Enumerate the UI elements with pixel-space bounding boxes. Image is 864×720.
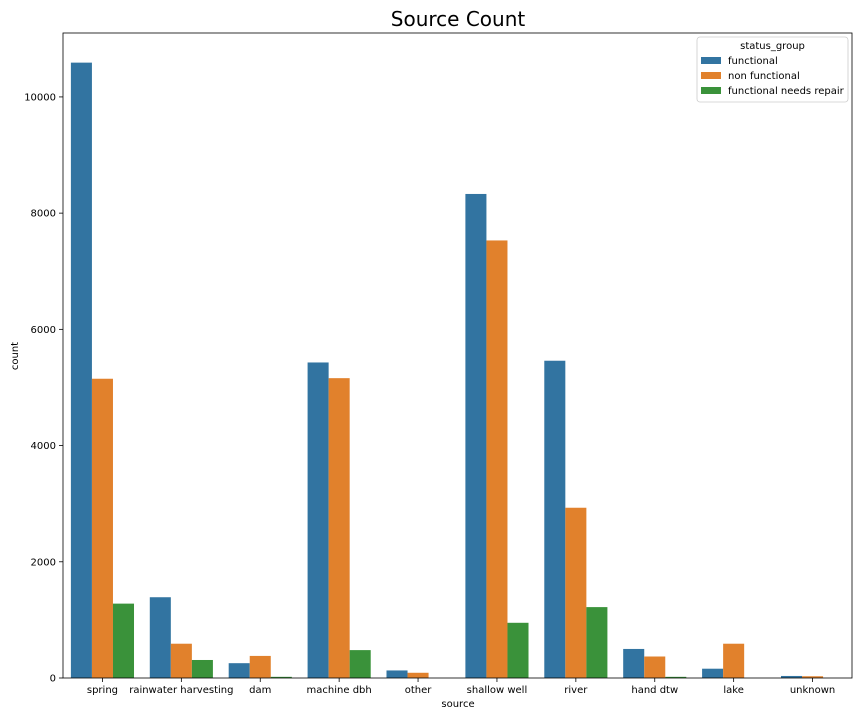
- x-tick-label-dam: dam: [249, 685, 271, 696]
- bar-lake-functional: [702, 668, 724, 678]
- chart-title: Source Count: [391, 7, 526, 31]
- x-tick-label-river: river: [564, 685, 588, 696]
- x-tick-label-shallow-well: shallow well: [467, 685, 528, 696]
- bar-spring-functional-needs-repair: [112, 603, 135, 678]
- bar-spring-functional: [70, 62, 92, 679]
- bar-hand-dtw-functional-needs-repair: [665, 676, 687, 678]
- y-axis-label: count: [10, 342, 21, 370]
- y-tick-label: 6000: [31, 325, 56, 336]
- y-tick-label: 2000: [31, 557, 56, 568]
- x-tick-label-other: other: [405, 685, 433, 696]
- bar-unknown-non-functional: [802, 676, 824, 678]
- x-tick-label-rainwater-harvesting: rainwater harvesting: [129, 685, 233, 696]
- bar-lake-non-functional: [723, 643, 745, 678]
- legend-swatch-functional: [701, 57, 721, 64]
- bars-layer: [70, 62, 824, 679]
- axes-layer: 0 2000 4000 6000 8000 10000 spring rainwater ha…: [24, 32, 853, 696]
- bar-river-functional-needs-repair: [586, 607, 608, 678]
- x-tick-label-spring: spring: [87, 685, 118, 696]
- legend-box: [696, 36, 849, 103]
- y-tick-label: 4000: [31, 441, 56, 452]
- bar-other-functional: [386, 670, 408, 678]
- plot-frame: [62, 32, 853, 679]
- bar-shallow-well-non-functional: [486, 240, 508, 678]
- bar-rainwater-harvesting-functional: [149, 597, 171, 678]
- legend-swatch-functional-needs-repair: [701, 87, 721, 94]
- legend-swatch-non-functional: [701, 72, 721, 79]
- bar-machine-dbh-non-functional: [328, 378, 350, 678]
- bar-dam-functional-needs-repair: [270, 676, 292, 678]
- bar-hand-dtw-functional: [623, 648, 645, 678]
- x-tick-label-hand-dtw: hand dtw: [631, 685, 678, 696]
- y-tick-label: 10000: [24, 92, 56, 103]
- bar-unknown-functional: [780, 675, 803, 678]
- bar-spring-non-functional: [91, 378, 113, 678]
- legend-label-non-functional: non functional: [728, 71, 800, 82]
- bar-dam-non-functional: [249, 655, 271, 678]
- legend: status_group functional non functional func…: [696, 36, 849, 103]
- x-tick-label-machine-dbh: machine dbh: [307, 685, 372, 696]
- legend-label-functional-needs-repair: functional needs repair: [728, 86, 845, 97]
- x-axis-label: source: [441, 699, 474, 710]
- bar-rainwater-harvesting-non-functional: [170, 643, 192, 678]
- bar-hand-dtw-non-functional: [644, 656, 666, 678]
- x-tick-label-unknown: unknown: [790, 685, 835, 696]
- bar-machine-dbh-functional: [307, 362, 329, 678]
- legend-label-functional: functional: [728, 56, 778, 67]
- bar-rainwater-harvesting-functional-needs-repair: [191, 659, 213, 678]
- bar-shallow-well-functional-needs-repair: [507, 622, 529, 678]
- bar-river-non-functional: [565, 507, 587, 678]
- bar-other-non-functional: [407, 672, 429, 678]
- bar-dam-functional: [228, 663, 250, 678]
- x-tick-label-lake: lake: [723, 685, 744, 696]
- bar-river-functional: [544, 360, 566, 678]
- y-tick-label: 0: [50, 674, 56, 685]
- bar-machine-dbh-functional-needs-repair: [349, 650, 371, 678]
- bar-shallow-well-functional: [465, 193, 487, 678]
- y-tick-label: 8000: [31, 209, 56, 220]
- legend-title: status_group: [740, 41, 805, 52]
